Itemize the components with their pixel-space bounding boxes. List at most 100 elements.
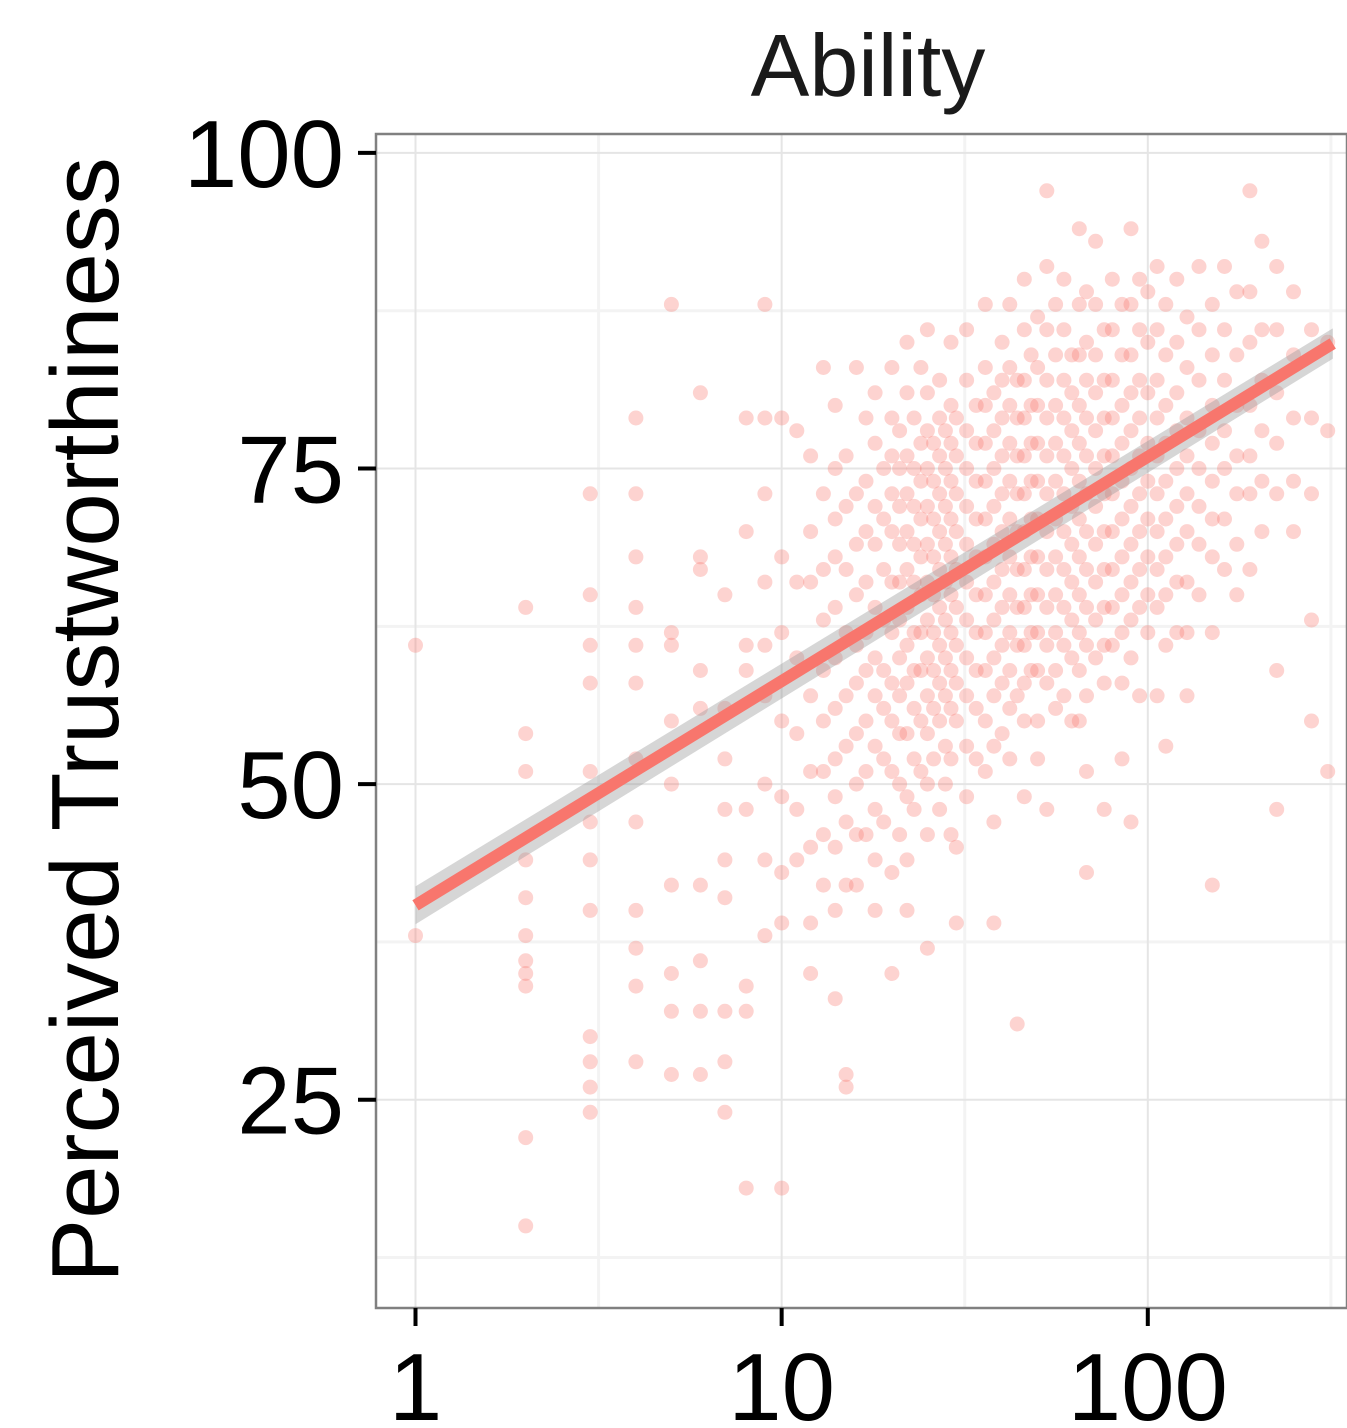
data-point <box>867 385 883 401</box>
data-point <box>937 423 953 439</box>
data-point <box>628 410 644 426</box>
data-point <box>815 827 831 843</box>
data-point <box>1229 284 1245 300</box>
data-point <box>1056 448 1072 464</box>
data-point <box>1269 435 1285 451</box>
data-point <box>1002 625 1018 641</box>
data-point <box>803 839 819 855</box>
data-point <box>1079 334 1094 350</box>
data-point <box>1132 524 1148 540</box>
data-point <box>994 599 1010 615</box>
data-point <box>692 562 708 577</box>
data-point <box>1039 183 1055 199</box>
data-point <box>899 726 915 742</box>
data-point <box>1123 423 1139 439</box>
data-point <box>1096 524 1112 540</box>
data-point <box>1304 486 1319 502</box>
data-point <box>692 700 708 716</box>
data-point <box>717 801 733 817</box>
data-point <box>986 385 1002 401</box>
data-point <box>1217 461 1232 476</box>
data-point <box>948 915 964 931</box>
data-point <box>1149 410 1165 426</box>
data-point <box>968 663 984 678</box>
x-axis: 1 10 100 <box>389 1308 1228 1428</box>
data-point <box>1016 713 1032 729</box>
data-point <box>986 498 1002 514</box>
data-point <box>1048 700 1064 716</box>
data-point <box>858 574 874 590</box>
data-point <box>968 473 984 489</box>
plot-panel <box>374 132 1347 1310</box>
data-point <box>919 461 935 476</box>
data-point <box>948 637 964 653</box>
data-point <box>1140 473 1156 489</box>
data-point <box>838 738 854 754</box>
data-point <box>1140 511 1156 527</box>
data-point <box>1030 751 1046 767</box>
data-point <box>1104 599 1120 615</box>
data-point <box>1114 549 1130 565</box>
data-point <box>906 574 922 590</box>
data-point <box>899 789 915 805</box>
data-point <box>1039 562 1055 577</box>
data-point <box>1002 587 1018 603</box>
data-point <box>932 448 948 464</box>
data-point <box>899 524 915 540</box>
data-point <box>1158 549 1174 565</box>
data-point <box>1169 461 1185 476</box>
data-point <box>884 360 900 375</box>
data-point <box>1158 587 1174 603</box>
data-point <box>1056 599 1072 615</box>
data-point <box>1048 347 1064 363</box>
data-point <box>1191 461 1207 476</box>
data-point <box>1088 536 1104 552</box>
data-point <box>932 637 948 653</box>
data-point <box>827 789 843 805</box>
data-point <box>1088 574 1104 590</box>
data-point <box>692 1003 708 1019</box>
data-point <box>1123 296 1139 312</box>
data-point <box>518 928 534 944</box>
data-point <box>815 713 831 729</box>
data-point <box>977 397 993 413</box>
data-point <box>913 511 929 527</box>
data-point <box>692 953 708 969</box>
data-point <box>1286 473 1301 489</box>
data-point <box>1071 397 1087 413</box>
data-point <box>738 410 754 426</box>
data-point <box>926 663 942 678</box>
data-point <box>827 991 843 1007</box>
data-point <box>1286 410 1301 426</box>
data-point <box>913 435 929 451</box>
data-point <box>913 625 929 641</box>
data-point <box>628 814 644 830</box>
data-point <box>1104 271 1120 287</box>
data-point <box>1191 322 1207 338</box>
data-point <box>1114 625 1130 641</box>
data-point <box>1191 498 1207 514</box>
data-point <box>1002 751 1018 767</box>
data-point <box>1158 296 1174 312</box>
data-point <box>937 536 953 552</box>
data-point <box>1079 524 1094 540</box>
data-point <box>867 852 883 868</box>
data-point <box>789 852 805 868</box>
data-point <box>977 764 993 779</box>
data-point <box>959 688 975 704</box>
data-point <box>1320 423 1336 439</box>
data-point <box>1071 435 1087 451</box>
data-point <box>1056 562 1072 577</box>
data-point <box>1002 397 1018 413</box>
data-point <box>1009 562 1025 577</box>
data-point <box>1071 511 1087 527</box>
data-point <box>919 536 935 552</box>
data-point <box>867 688 883 704</box>
data-point <box>1039 410 1055 426</box>
data-point <box>1079 448 1094 464</box>
data-point <box>867 498 883 514</box>
data-point <box>1217 562 1232 577</box>
data-point <box>1030 625 1046 641</box>
data-point <box>774 1180 790 1196</box>
data-point <box>628 549 644 565</box>
